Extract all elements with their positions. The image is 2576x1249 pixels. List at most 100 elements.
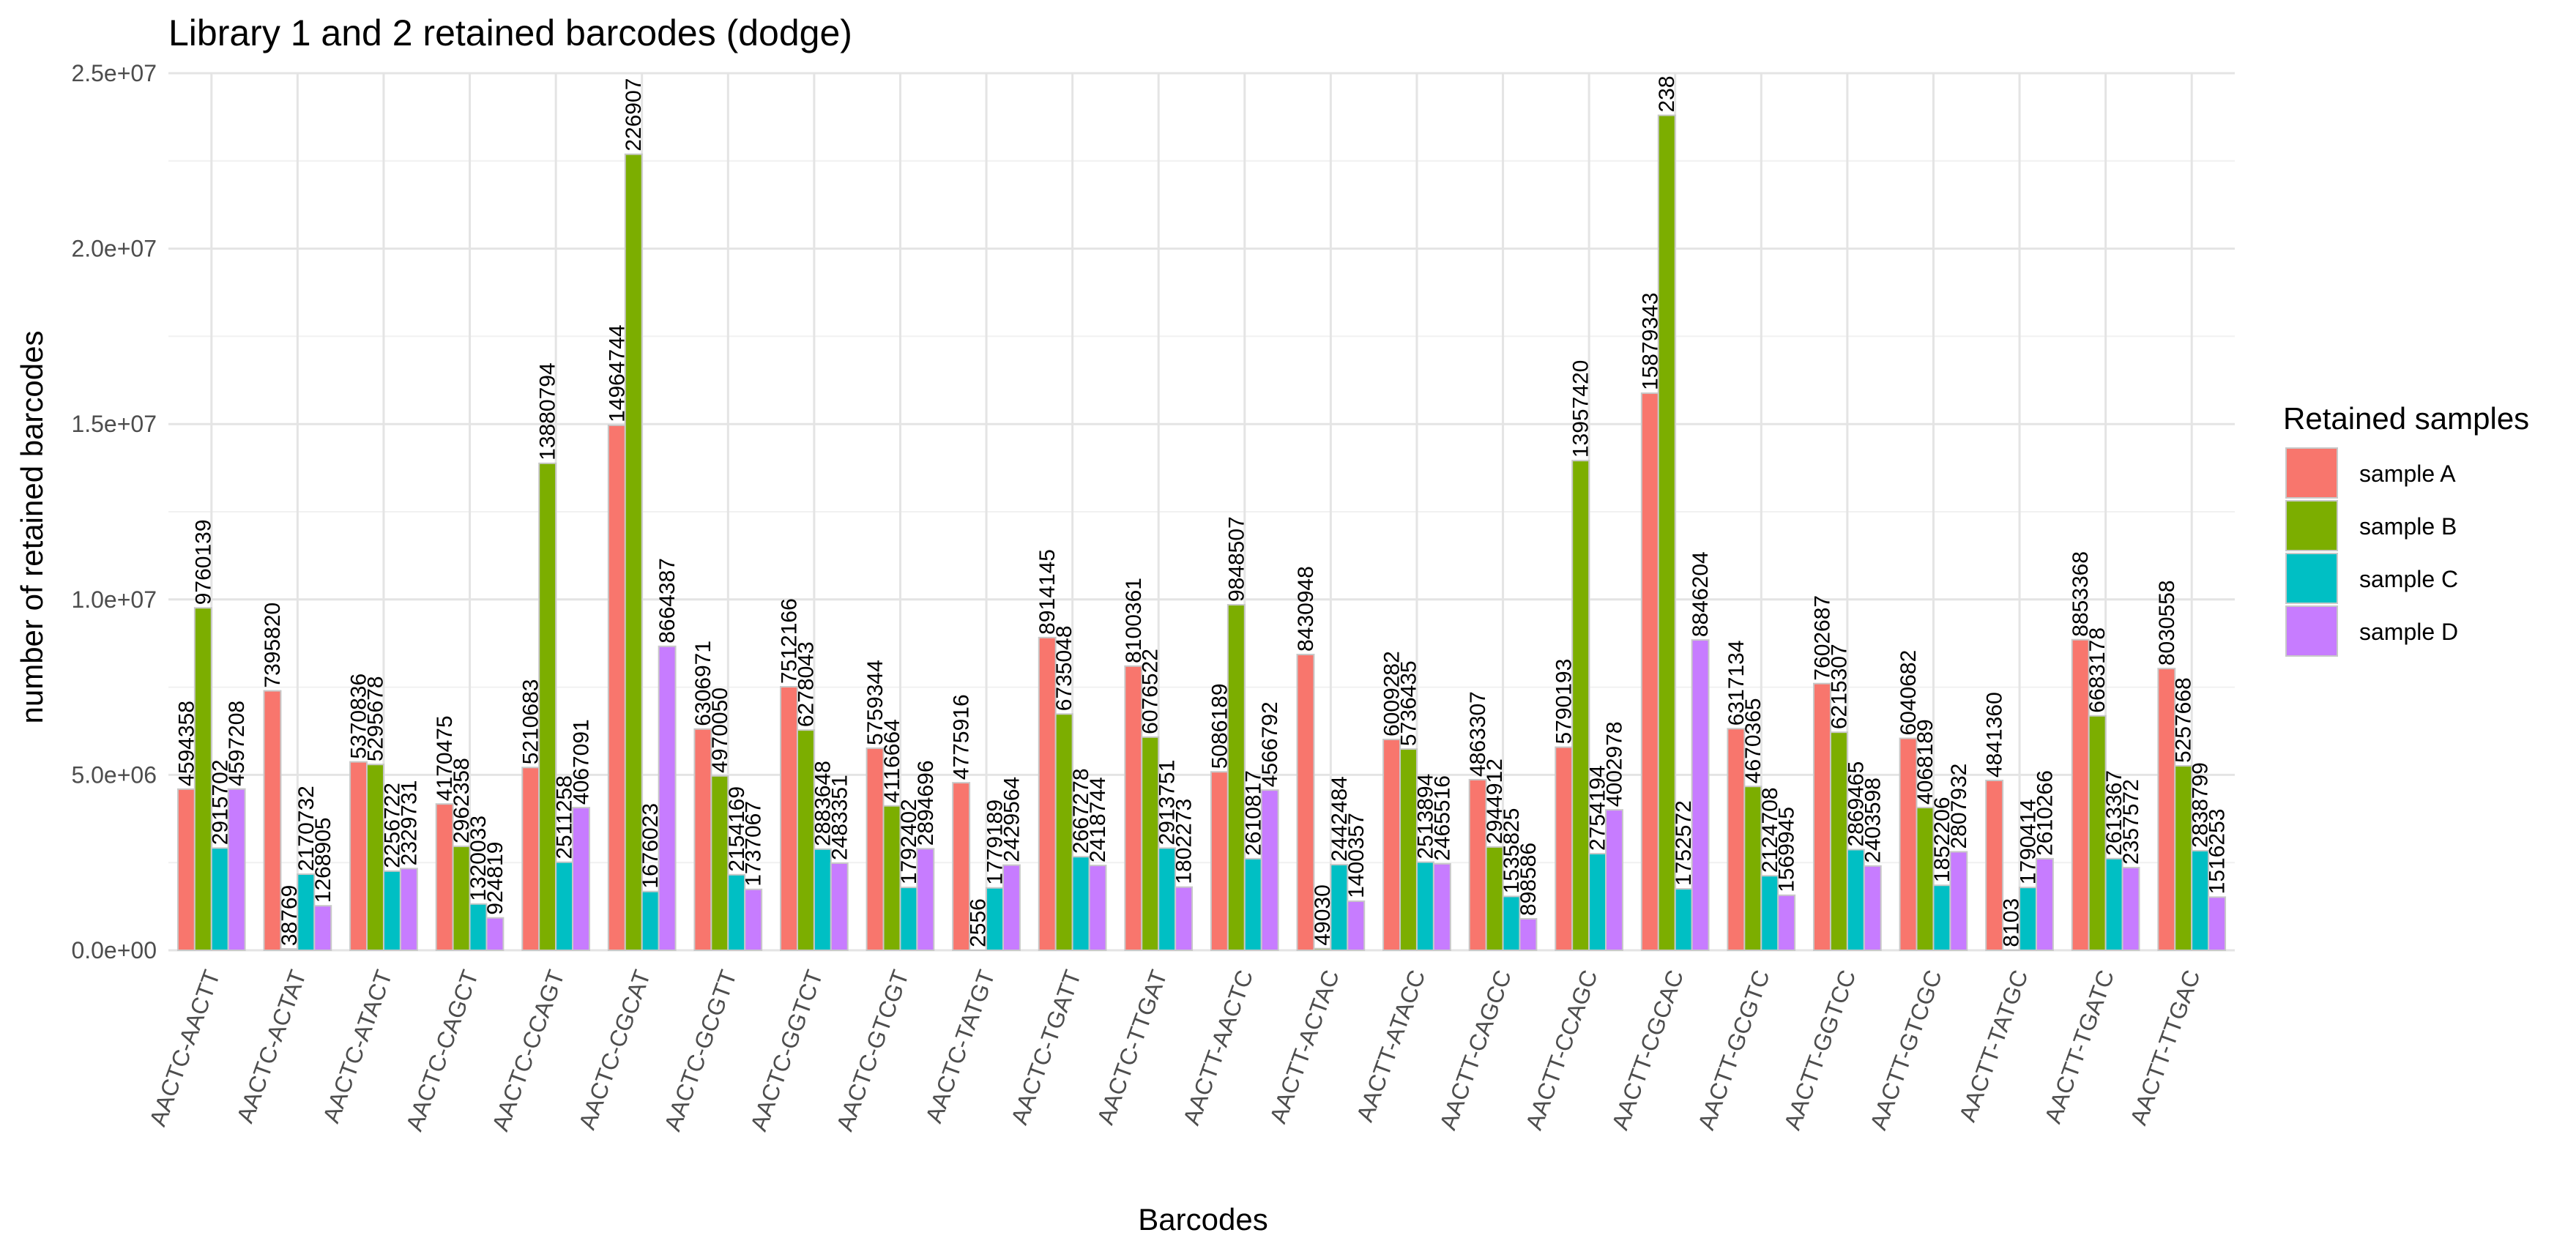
bar bbox=[176, 788, 196, 952]
bar bbox=[1777, 894, 1796, 951]
data-label: 8103 bbox=[2000, 898, 2024, 947]
data-label: 2418744 bbox=[1086, 777, 1110, 862]
bar bbox=[2104, 857, 2123, 951]
x-axis: AACTC-AACTT AACTC-ACTAT AACTC-ATACT AACTC-C… bbox=[144, 966, 2205, 1134]
bar bbox=[485, 917, 505, 951]
data-label: 8853368 bbox=[2069, 551, 2093, 637]
data-label: 5370836 bbox=[347, 674, 371, 759]
x-tick-label: AACTC-AACTT bbox=[144, 966, 225, 1130]
x-tick-label: AACTT-AACTC bbox=[1178, 966, 1259, 1128]
bar bbox=[538, 462, 557, 951]
bar bbox=[830, 862, 849, 951]
data-label: 2610817 bbox=[1241, 770, 1265, 856]
data-label: 4566792 bbox=[1258, 701, 1282, 787]
bar bbox=[1657, 114, 1676, 951]
legend-swatch bbox=[2285, 605, 2338, 657]
y-tick-label: 1.5e+07 bbox=[71, 411, 157, 437]
x-tick-label: AACTT-CAGCC bbox=[1434, 966, 1516, 1133]
bar bbox=[1588, 853, 1607, 952]
data-label: 9760139 bbox=[191, 519, 215, 605]
data-label: 2170732 bbox=[294, 786, 319, 871]
bar bbox=[624, 153, 643, 952]
x-tick-label: AACTC-ATACT bbox=[318, 966, 398, 1126]
data-label: 6040682 bbox=[1896, 650, 1921, 736]
bar bbox=[1415, 861, 1434, 951]
data-label: 8664387 bbox=[655, 558, 680, 644]
data-label: 2429564 bbox=[999, 777, 1024, 862]
data-label: 5790193 bbox=[1552, 659, 1577, 745]
x-axis-title: Barcodes bbox=[1138, 1202, 1267, 1237]
bar bbox=[280, 948, 299, 952]
data-label: 2869465 bbox=[1844, 761, 1868, 847]
bar bbox=[1949, 851, 1968, 951]
bar bbox=[1226, 604, 1246, 952]
bar bbox=[263, 690, 282, 951]
bar bbox=[313, 905, 332, 952]
data-label: 6317134 bbox=[1724, 640, 1749, 726]
data-label: 1400357 bbox=[1344, 813, 1369, 898]
legend: Retained samples sample A sample B sample … bbox=[2283, 401, 2529, 657]
y-tick-label: 0.0e+00 bbox=[71, 937, 157, 963]
data-label: 2483351 bbox=[827, 775, 852, 860]
data-label: 1516253 bbox=[2205, 809, 2230, 895]
data-label: 6215307 bbox=[1827, 644, 1851, 729]
data-label: 1802273 bbox=[1172, 799, 1196, 884]
data-label: 7602687 bbox=[1810, 595, 1834, 681]
data-label: 2944912 bbox=[1483, 758, 1507, 844]
y-axis: 0.0e+00 5.0e+06 1.0e+07 1.5e+07 2.0e+07 2.5e+… bbox=[71, 60, 157, 963]
data-label: 9848507 bbox=[1224, 516, 1248, 602]
data-label: 14964744 bbox=[605, 324, 629, 422]
x-tick-label: AACTT-ACTAC bbox=[1265, 966, 1344, 1127]
bar bbox=[1175, 886, 1194, 952]
data-label: 1792402 bbox=[897, 799, 921, 884]
y-tick-label: 2.0e+07 bbox=[71, 236, 157, 262]
bar bbox=[1313, 947, 1332, 952]
legend-swatch bbox=[2285, 447, 2338, 499]
data-label: 49030 bbox=[1311, 884, 1335, 945]
data-label: 2154169 bbox=[725, 786, 749, 872]
data-label: 4670365 bbox=[1741, 698, 1765, 783]
legend-label: sample C bbox=[2359, 566, 2458, 592]
bar bbox=[1829, 731, 1848, 951]
data-label: 924819 bbox=[483, 842, 507, 915]
data-label: 2962358 bbox=[450, 758, 474, 843]
data-label: 38769 bbox=[278, 885, 302, 946]
data-label: 1852206 bbox=[1930, 797, 1954, 882]
x-tick-label: AACTT-TGATC bbox=[2039, 966, 2119, 1127]
data-label: 1676023 bbox=[639, 803, 663, 889]
bar bbox=[607, 424, 626, 951]
legend-label: sample A bbox=[2359, 461, 2456, 487]
data-label: 5759344 bbox=[863, 660, 887, 745]
data-label: 1569945 bbox=[1775, 807, 1799, 892]
bar bbox=[2208, 896, 2227, 952]
bar bbox=[1382, 739, 1401, 951]
data-label: 6306971 bbox=[691, 641, 715, 726]
x-tick-label: AACTT-GTCGC bbox=[1865, 966, 1947, 1133]
data-label: 2442484 bbox=[1328, 776, 1352, 862]
data-label: 1737067 bbox=[742, 801, 766, 887]
bar bbox=[2121, 867, 2140, 951]
data-label: 2403598 bbox=[1861, 778, 1885, 863]
data-label: 7395820 bbox=[261, 603, 285, 688]
data-label: 898586 bbox=[1516, 843, 1541, 916]
data-label: 2807932 bbox=[1947, 764, 1971, 849]
bar bbox=[1640, 392, 1659, 951]
legend-swatch bbox=[2285, 500, 2338, 551]
x-tick-label: AACTT-CCAGC bbox=[1520, 966, 1602, 1133]
bar bbox=[813, 848, 832, 951]
data-label: 6076522 bbox=[1139, 649, 1163, 734]
x-tick-label: AACTC-GGTCT bbox=[745, 966, 828, 1134]
bar bbox=[1916, 807, 1935, 951]
legend-title: Retained samples bbox=[2283, 401, 2529, 436]
data-label: 4863307 bbox=[1466, 691, 1490, 777]
bar bbox=[399, 868, 418, 951]
bar bbox=[1054, 713, 1073, 951]
x-tick-label: AACTC-GTCGT bbox=[831, 966, 914, 1134]
x-tick-label: AACTC-CAGCT bbox=[401, 966, 483, 1134]
data-label: 4002978 bbox=[1603, 721, 1627, 807]
bar bbox=[1605, 809, 1623, 951]
data-label: 5736435 bbox=[1396, 660, 1421, 746]
bar bbox=[1243, 857, 1262, 951]
y-tick-label: 2.5e+07 bbox=[71, 60, 157, 86]
